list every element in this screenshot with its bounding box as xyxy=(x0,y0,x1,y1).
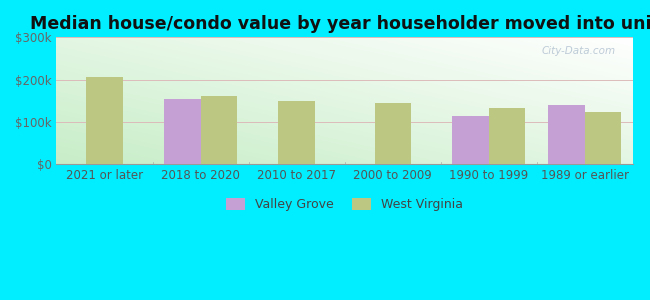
Text: City-Data.com: City-Data.com xyxy=(541,46,616,56)
Bar xyxy=(86,77,123,164)
Title: Median house/condo value by year householder moved into unit: Median house/condo value by year househo… xyxy=(30,15,650,33)
Bar xyxy=(374,103,411,164)
Bar xyxy=(549,105,585,164)
Bar xyxy=(585,112,621,164)
Bar xyxy=(278,101,315,164)
Legend: Valley Grove, West Virginia: Valley Grove, West Virginia xyxy=(226,198,463,211)
Bar xyxy=(452,116,489,164)
Bar xyxy=(489,108,525,164)
Bar xyxy=(201,96,237,164)
Bar xyxy=(164,99,201,164)
